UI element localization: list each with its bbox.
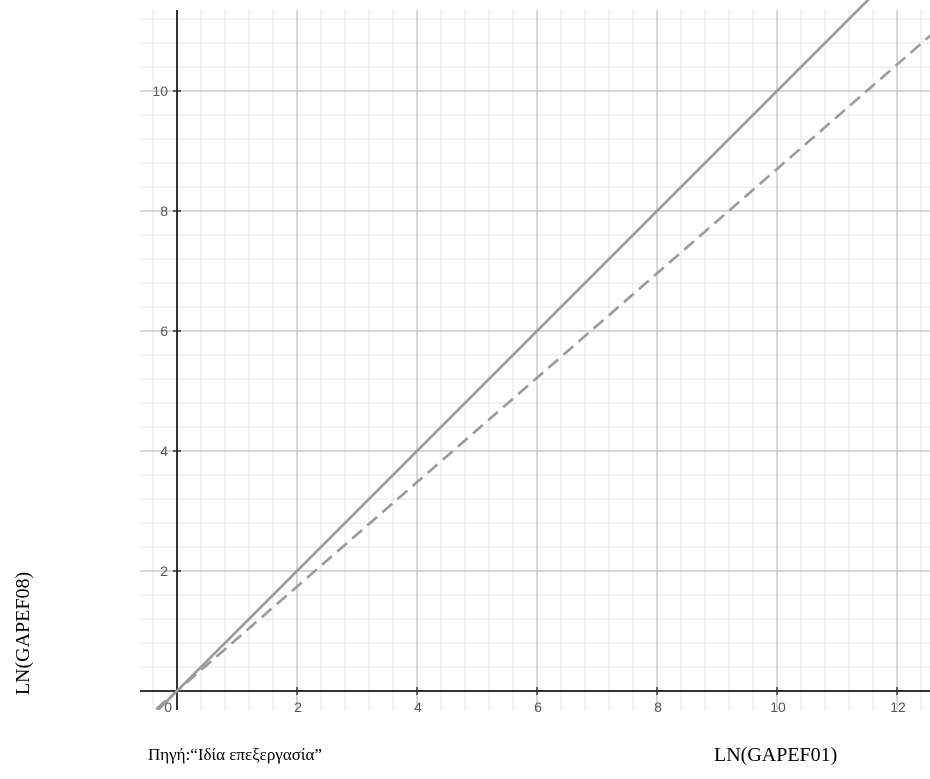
y-tick-label: 2 (160, 563, 168, 579)
x-tick-label: 10 (770, 699, 786, 715)
x-axis-label: LN(GAPEF01) (714, 744, 838, 766)
axes (140, 10, 930, 710)
y-axis-label-text: LN(GAPEF08) (12, 571, 35, 695)
x-tick-label: 8 (654, 699, 662, 715)
y-tick-label: 4 (160, 443, 168, 459)
x-tick-label: 12 (890, 699, 906, 715)
major-grid (140, 10, 930, 710)
y-tick-label: 10 (152, 83, 168, 99)
origin-label: 0 (164, 699, 172, 715)
dashed-series-line (153, 34, 930, 710)
y-tick-label: 8 (160, 203, 168, 219)
x-tick-label: 2 (294, 699, 302, 715)
x-tick-label: 4 (414, 699, 422, 715)
tick-labels: 2 4 6 8 10 12 2 4 6 8 10 0 (152, 83, 906, 715)
minor-grid (140, 10, 930, 710)
source-note: Πηγή:“Ιδία επεξεργασία” (148, 745, 322, 764)
series-lines (153, 0, 930, 710)
y-axis-label: LN(GAPEF08) (9, 548, 39, 718)
x-tick-label: 6 (534, 699, 542, 715)
solid-series-line (156, 0, 870, 710)
y-tick-label: 6 (160, 323, 168, 339)
